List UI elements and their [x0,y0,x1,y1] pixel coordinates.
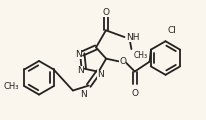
Text: Cl: Cl [167,26,176,35]
Text: O: O [102,8,109,17]
Text: N: N [97,70,103,79]
Text: CH₃: CH₃ [133,51,147,60]
Text: N: N [80,90,86,99]
Text: N: N [77,66,84,75]
Text: O: O [131,89,138,98]
Text: O: O [119,57,126,66]
Text: NH: NH [126,33,139,42]
Text: CH₃: CH₃ [3,82,19,91]
Text: N: N [75,50,81,59]
